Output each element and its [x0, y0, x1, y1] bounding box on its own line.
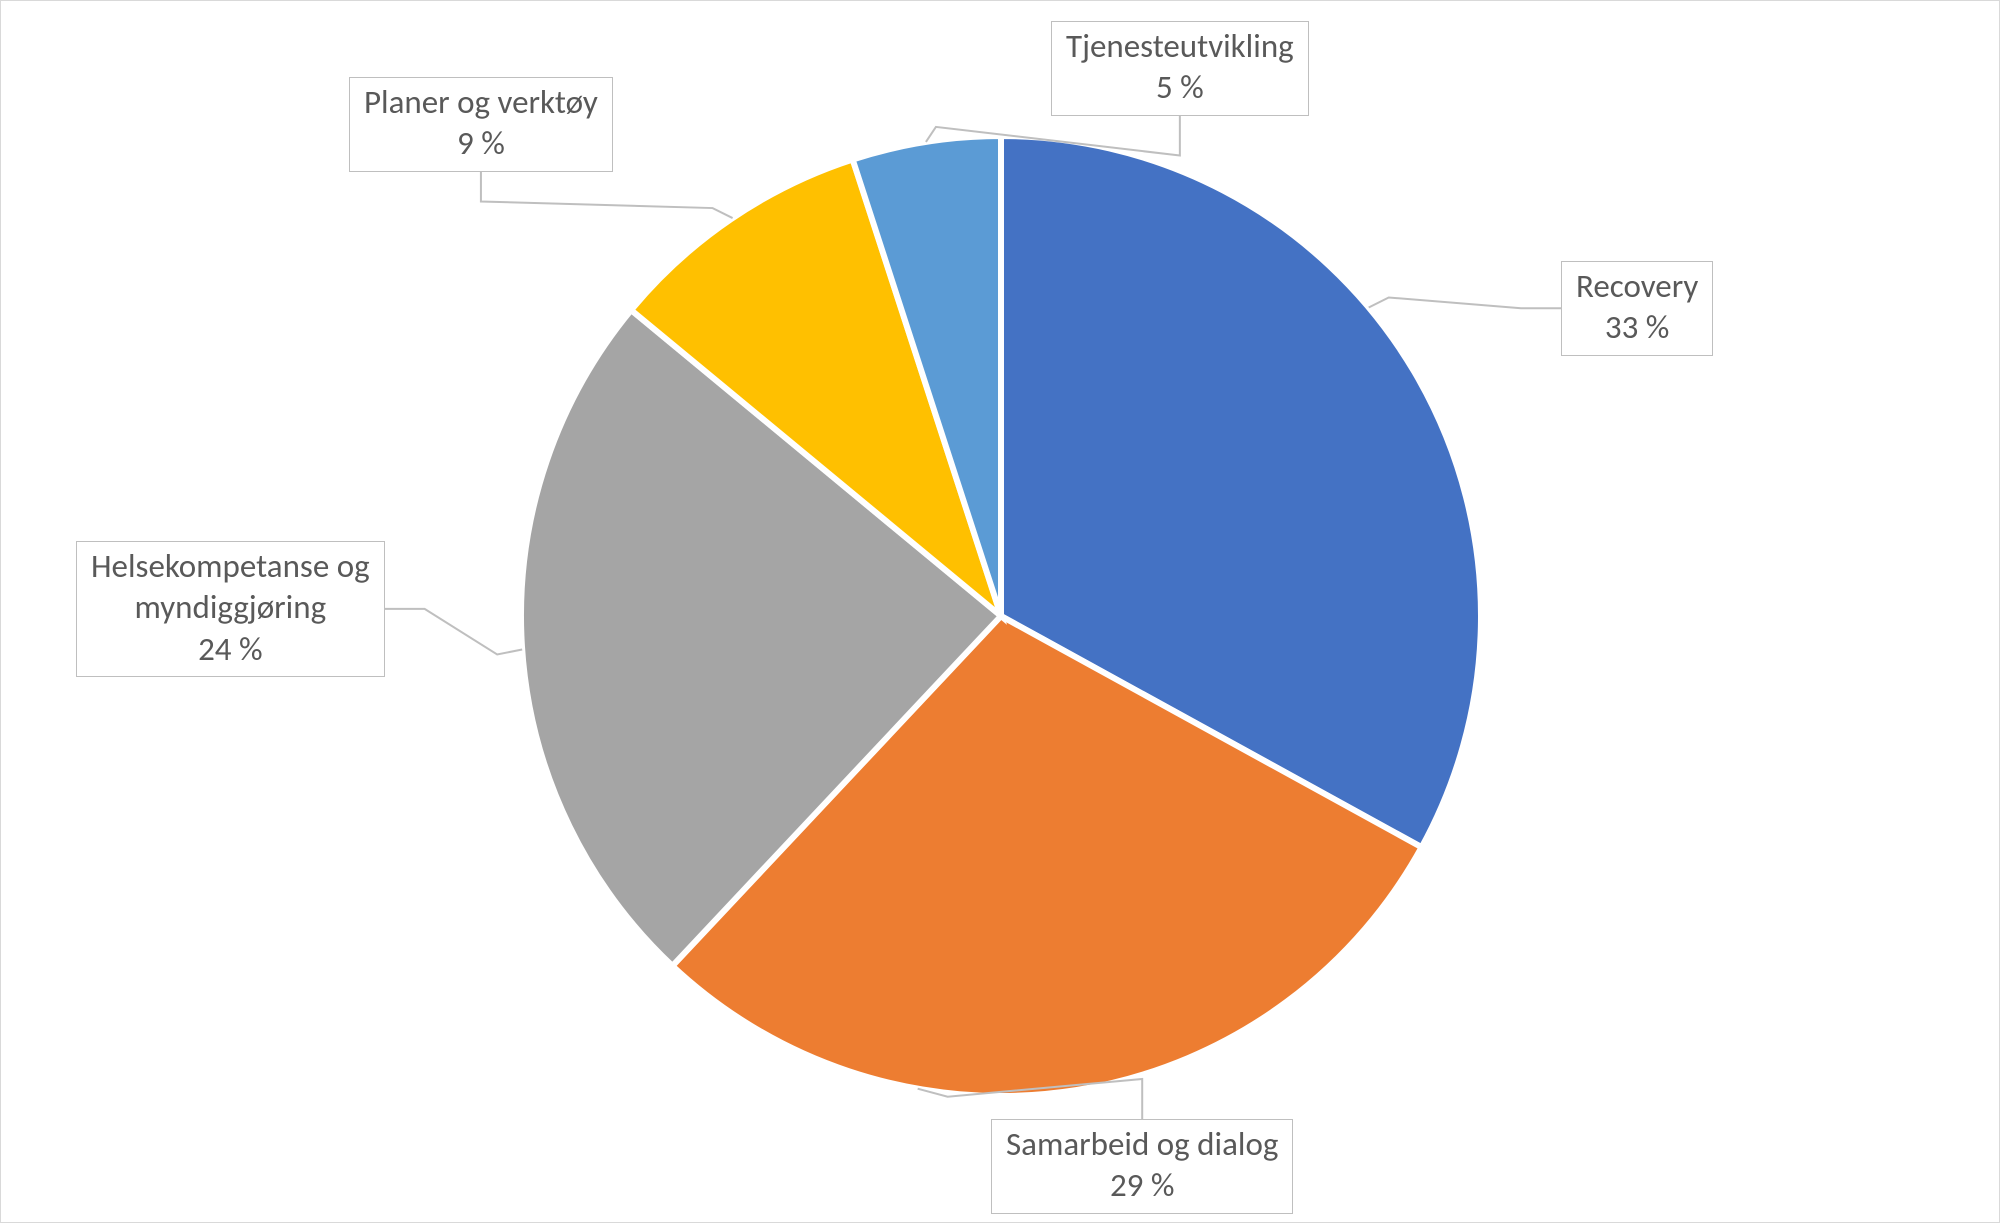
callout-pct: 29 %: [1006, 1165, 1278, 1206]
leader-line: [481, 172, 733, 219]
chart-frame: Recovery33 % Samarbeid og dialog29 % Helse…: [0, 0, 2000, 1223]
callout-pct: 33 %: [1576, 307, 1698, 348]
callout-pct: 5 %: [1066, 67, 1294, 108]
callout-pct: 9 %: [364, 123, 598, 164]
leader-line: [1369, 297, 1561, 308]
callout-label: Tjenesteutvikling5 %: [1051, 21, 1309, 116]
callout-pct: 24 %: [91, 629, 370, 670]
pie-slices: [521, 136, 1481, 1096]
leader-line: [385, 609, 523, 655]
callout-name-line: Recovery: [1576, 266, 1698, 307]
callout-label: Recovery33 %: [1561, 261, 1713, 356]
callout-label: Helsekompetanse ogmyndiggjøring24 %: [76, 541, 385, 677]
callout-label: Samarbeid og dialog29 %: [991, 1119, 1293, 1214]
callout-name-line: Planer og verktøy: [364, 82, 598, 123]
callout-label: Planer og verktøy9 %: [349, 77, 613, 172]
callout-name-line: myndiggjøring: [91, 587, 370, 628]
callout-name-line: Helsekompetanse og: [91, 546, 370, 587]
callout-name-line: Samarbeid og dialog: [1006, 1124, 1278, 1165]
callout-name-line: Tjenesteutvikling: [1066, 26, 1294, 67]
